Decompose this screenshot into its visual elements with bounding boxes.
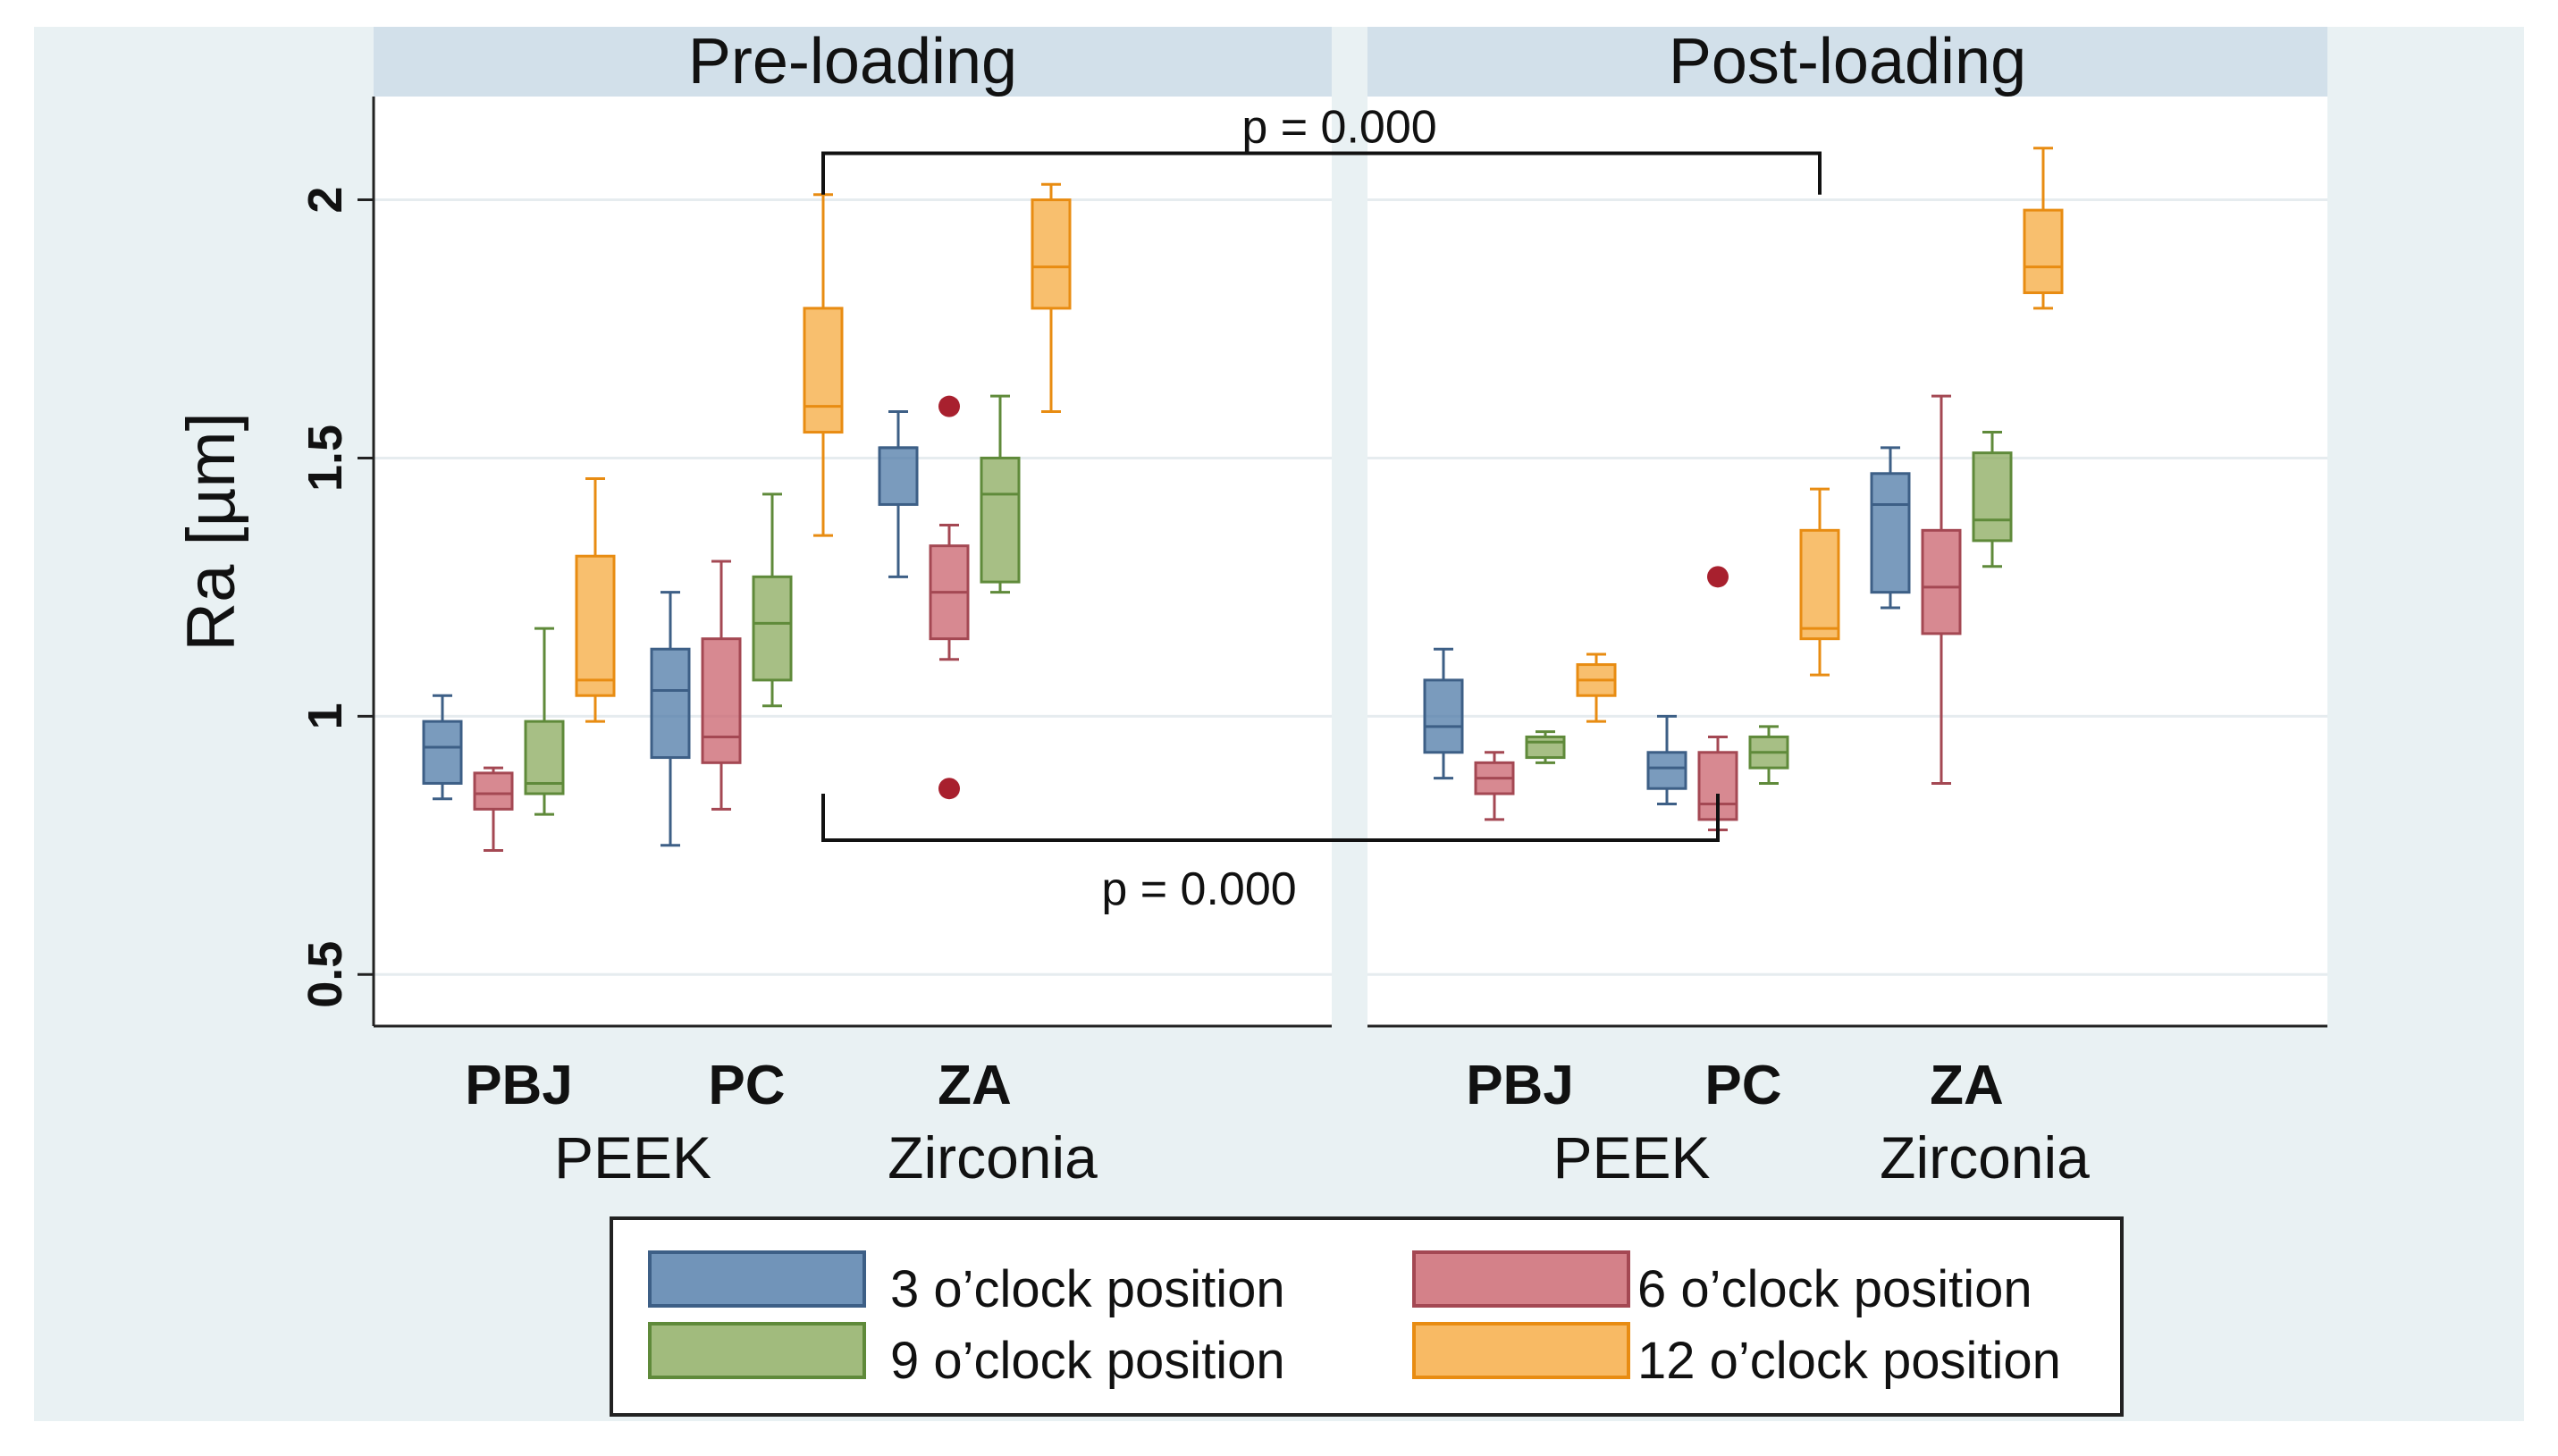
box-za-2 — [929, 395, 970, 800]
group-label-za: ZA — [1930, 1055, 2004, 1116]
box-za-3 — [1972, 431, 2013, 568]
box-body — [1921, 528, 1962, 635]
box-pc-3 — [1748, 725, 1789, 785]
box-body — [1646, 751, 1687, 790]
box-za-2 — [1921, 394, 1962, 785]
legend-swatch — [1412, 1250, 1630, 1308]
box-body — [524, 720, 565, 795]
significance-bracket-1: p = 0.000 — [821, 102, 1822, 195]
outlier-point — [1707, 566, 1729, 588]
box-pbj-2 — [473, 766, 514, 853]
box-za-1 — [878, 409, 919, 578]
box-body — [473, 771, 514, 811]
bracket-line — [821, 151, 1822, 195]
material-label-zirconia: Zirconia — [888, 1124, 1098, 1191]
y-tick-label: 2 — [299, 187, 352, 214]
legend-swatch — [648, 1250, 866, 1308]
box-pbj-4 — [1576, 652, 1617, 723]
box-body — [980, 456, 1021, 584]
legend-item-2: 6 o’clock position — [1412, 1250, 2032, 1318]
box-body — [2023, 208, 2064, 295]
material-label-peek: PEEK — [1552, 1124, 1710, 1191]
box-body — [701, 637, 742, 764]
panel-title-2: Post-loading — [1669, 26, 2026, 97]
box-pbj-1 — [422, 694, 463, 801]
legend-item-1: 3 o’clock position — [648, 1250, 1285, 1318]
box-body — [878, 446, 919, 506]
box-body — [1870, 472, 1911, 594]
panel-title-1: Pre-loading — [688, 26, 1017, 97]
box-body — [803, 307, 844, 434]
legend-label: 12 o’clock position — [1637, 1332, 2061, 1390]
panel-header-1 — [374, 27, 1332, 97]
group-label-za: ZA — [938, 1055, 1012, 1116]
box-za-4 — [2023, 147, 2064, 310]
box-za-1 — [1870, 446, 1911, 610]
box-pc-3 — [752, 492, 793, 708]
box-pc-4 — [1799, 487, 1840, 677]
group-label-pbj: PBJ — [1466, 1055, 1574, 1116]
outlier-point — [938, 395, 960, 417]
legend-label: 3 o’clock position — [890, 1260, 1285, 1318]
box-pc-1 — [1646, 714, 1687, 806]
box-body — [1031, 198, 1072, 310]
box-za-3 — [980, 394, 1021, 594]
p-value-label: p = 0.000 — [1241, 102, 1436, 154]
group-label-pc: PC — [1704, 1055, 1781, 1116]
y-tick-label: 0.5 — [299, 941, 352, 1008]
panel-header-2 — [1367, 27, 2327, 97]
legend-swatch — [648, 1322, 866, 1379]
legend: 3 o’clock position 6 o’clock position 9 o’… — [610, 1216, 2124, 1417]
bracket-line — [821, 794, 1720, 842]
box-pc-1 — [650, 591, 691, 847]
p-value-label: p = 0.000 — [1101, 863, 1296, 915]
box-pc-2 — [701, 560, 742, 811]
box-pc-4 — [803, 193, 844, 537]
box-body — [752, 575, 793, 682]
y-tick-label: 1 — [299, 703, 352, 729]
group-label-pc: PC — [708, 1055, 785, 1116]
box-body — [1423, 678, 1464, 754]
box-za-4 — [1031, 182, 1072, 413]
box-body — [1799, 528, 1840, 641]
box-body — [1972, 451, 2013, 543]
box-pbj-3 — [524, 627, 565, 816]
legend-item-4: 12 o’clock position — [1412, 1322, 2061, 1390]
box-body — [1525, 735, 1566, 760]
box-pbj-2 — [1474, 751, 1515, 821]
group-label-pbj: PBJ — [465, 1055, 573, 1116]
legend-swatch — [1412, 1322, 1630, 1379]
y-tick-label: 1.5 — [299, 425, 352, 492]
legend-label: 9 o’clock position — [890, 1332, 1285, 1390]
plot-area-1 — [374, 97, 1332, 1026]
box-pbj-1 — [1423, 647, 1464, 780]
box-body — [650, 647, 691, 760]
material-label-zirconia: Zirconia — [1880, 1124, 2090, 1191]
material-label-peek: PEEK — [554, 1124, 711, 1191]
box-body — [422, 720, 463, 785]
plot-area-2 — [1367, 97, 2327, 1026]
box-pbj-4 — [575, 477, 616, 723]
significance-bracket-2: p = 0.000 — [821, 794, 1720, 915]
box-pbj-3 — [1525, 730, 1566, 764]
y-axis-label: Ra [µm] — [173, 412, 249, 652]
outlier-point — [938, 778, 960, 800]
box-body — [575, 554, 616, 697]
legend-item-3: 9 o’clock position — [648, 1322, 1285, 1390]
legend-label: 6 o’clock position — [1637, 1260, 2032, 1318]
